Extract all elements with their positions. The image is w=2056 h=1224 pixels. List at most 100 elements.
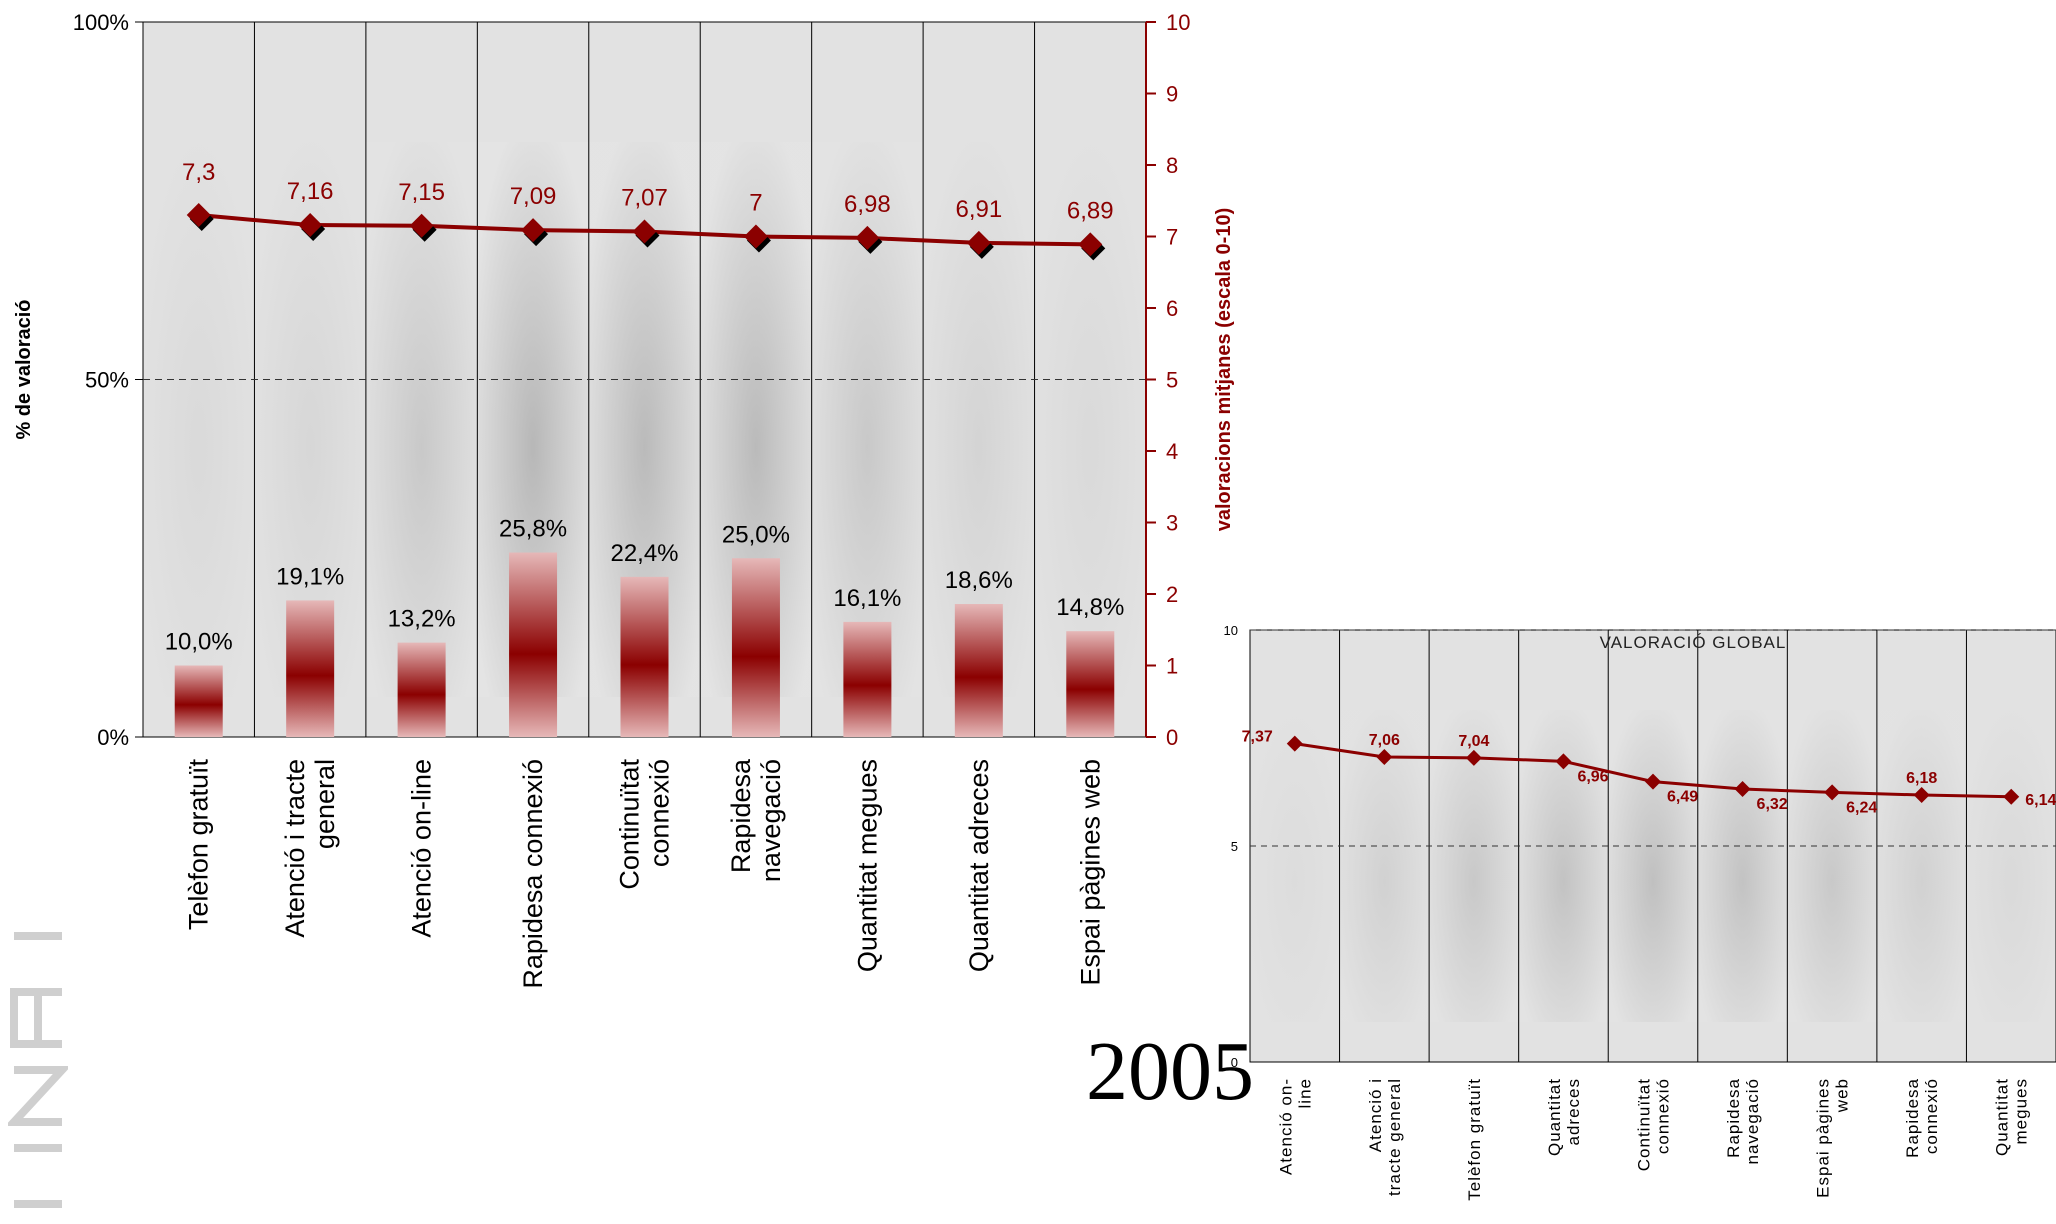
bar-data-label: 19,1%	[276, 563, 344, 590]
global-line-data-label: 6,14	[2025, 792, 2056, 809]
bar-data-label: 13,2%	[388, 606, 456, 633]
y2-tick-label: 7	[1166, 225, 1178, 250]
y2-tick-label: 2	[1166, 582, 1178, 607]
x-category-label-line: Atenció on-line	[407, 759, 437, 938]
global-plot-shade	[1250, 710, 1340, 1022]
bar-data-label: 18,6%	[945, 567, 1013, 594]
line-marker	[966, 230, 991, 255]
bar-data-label: 22,4%	[610, 540, 678, 567]
global-plot-shade	[1697, 710, 1788, 1022]
bar-data-label: 10,0%	[165, 629, 233, 656]
x-category-label: Quantitat megues	[852, 759, 882, 972]
global-x-category-label-line: Continuïtat	[1635, 1078, 1654, 1171]
line-data-label: 7,07	[621, 184, 668, 211]
line-data-label: 7,15	[398, 179, 445, 206]
y2-tick-label: 1	[1166, 654, 1178, 679]
bar	[397, 642, 446, 737]
line-marker	[855, 225, 880, 250]
global-line-marker	[1465, 749, 1482, 766]
x-category-label: Continuïtatconnexió	[615, 759, 675, 890]
x-category-label: Atenció on-line	[407, 759, 437, 938]
global-x-category-label-line: connexió	[1654, 1078, 1673, 1154]
line-data-label: 7,09	[510, 183, 557, 210]
global-plot-shade	[1787, 710, 1877, 1022]
global-x-category-label-line: web	[1833, 1078, 1852, 1113]
line-marker	[1078, 232, 1103, 257]
global-x-category-label-line: navegació	[1743, 1078, 1762, 1165]
bar	[509, 552, 558, 737]
global-x-category-label: Rapidesaconnexió	[1903, 1078, 1941, 1158]
plot-shade	[143, 142, 255, 697]
global-x-category-label-line: Quantitat	[1545, 1078, 1564, 1156]
line-data-label: 7,3	[182, 159, 215, 186]
y2-tick-label: 6	[1166, 296, 1178, 321]
x-category-label-line: Rapidesa	[726, 758, 756, 873]
global-line-data-label: 6,96	[1577, 768, 1608, 785]
bar	[843, 621, 892, 737]
global-plot-shade	[1876, 710, 1967, 1022]
global-x-category-label-line: Telèfon gratuït	[1465, 1078, 1484, 1201]
global-x-category-label-line: Atenció i	[1366, 1078, 1385, 1152]
global-line-data-label: 7,37	[1242, 729, 1273, 746]
global-line-data-label: 6,24	[1846, 799, 1877, 816]
bar-data-label: 14,8%	[1056, 594, 1124, 621]
bar-data-label: 25,0%	[722, 521, 790, 548]
global-x-category-label: Atenció on-line	[1276, 1078, 1314, 1175]
y-axis-title: % de valoració	[13, 299, 35, 439]
line-data-label: 6,91	[955, 196, 1002, 223]
x-category-label: Rapidesanavegació	[726, 758, 786, 882]
bar	[620, 576, 669, 737]
global-x-category-label: Telèfon gratuït	[1465, 1078, 1484, 1201]
global-line-marker	[1913, 787, 1930, 804]
x-category-label-line: navegació	[756, 759, 786, 882]
x-category-label: Rapidesa connexió	[518, 759, 548, 989]
global-line-data-label: 6,18	[1906, 770, 1937, 787]
x-category-label: Atenció i tractegeneral	[280, 759, 340, 938]
global-x-category-label-line: line	[1295, 1078, 1314, 1108]
global-line-marker	[1376, 749, 1393, 766]
plot-shade	[811, 142, 924, 697]
bar-data-label: 25,8%	[499, 516, 567, 543]
line-data-label: 7	[749, 190, 762, 217]
global-line-marker	[2003, 788, 2020, 805]
global-line-marker	[1286, 735, 1303, 752]
x-category-label-line: Rapidesa connexió	[518, 759, 548, 989]
y2-tick-label: 3	[1166, 511, 1178, 536]
x-category-label: Espai pàgines web	[1075, 759, 1105, 986]
global-x-category-label: Quantitatmegues	[1993, 1078, 2031, 1156]
line-data-label: 7,16	[287, 178, 334, 205]
x-category-label-line: Quantitat megues	[852, 759, 882, 972]
x-category-label-line: Continuïtat	[615, 759, 645, 890]
line-data-label: 6,98	[844, 191, 891, 218]
global-line-data-label: 6,32	[1757, 796, 1788, 813]
global-x-category-label-line: Rapidesa	[1903, 1078, 1922, 1158]
line-marker	[743, 224, 768, 249]
line-data-label: 6,89	[1067, 197, 1114, 224]
global-x-category-label: Rapidesanavegació	[1724, 1078, 1762, 1165]
x-category-label-line: Quantitat adreces	[964, 759, 994, 972]
bar	[1066, 631, 1115, 737]
x-category-label-line: general	[310, 759, 340, 849]
y-tick-label: 0%	[97, 725, 129, 750]
year-label: 2005	[1086, 1025, 1254, 1118]
global-x-category-label: Espai pàginesweb	[1814, 1078, 1852, 1198]
line-marker	[409, 213, 434, 238]
global-y-tick-label: 0	[1231, 1055, 1238, 1070]
bar	[731, 558, 780, 737]
line-marker	[186, 203, 211, 228]
global-x-category-label-line: megues	[2012, 1078, 2031, 1144]
line-marker	[298, 213, 323, 238]
global-x-category-label-line: Espai pàgines	[1814, 1078, 1833, 1198]
x-category-label-line: connexió	[645, 759, 675, 867]
y2-tick-label: 9	[1166, 82, 1178, 107]
y2-tick-label: 0	[1166, 725, 1178, 750]
global-line-data-label: 7,04	[1458, 733, 1489, 750]
x-category-label-line: Espai pàgines web	[1075, 759, 1105, 986]
global-line-data-label: 7,06	[1369, 732, 1400, 749]
global-plot-shade	[1966, 710, 2056, 1022]
global-x-category-label: Quantitatadreces	[1545, 1078, 1583, 1156]
global-x-category-label-line: connexió	[1922, 1078, 1941, 1154]
global-line-marker	[1824, 784, 1841, 801]
y2-tick-label: 5	[1166, 368, 1178, 393]
side-logo-inet	[8, 932, 68, 1208]
